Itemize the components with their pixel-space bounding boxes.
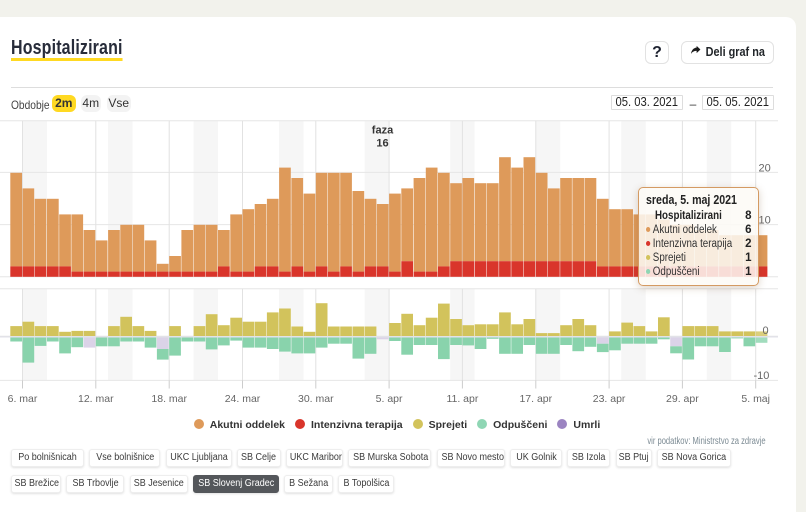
- svg-text:6. mar: 6. mar: [8, 393, 38, 405]
- svg-text:20: 20: [759, 163, 771, 175]
- svg-text:30. mar: 30. mar: [298, 393, 334, 405]
- svg-text:10: 10: [759, 215, 771, 227]
- svg-text:12. mar: 12. mar: [78, 393, 114, 405]
- svg-text:17. apr: 17. apr: [519, 393, 552, 405]
- svg-text:faza: faza: [372, 125, 394, 137]
- svg-text:11. apr: 11. apr: [446, 393, 478, 405]
- svg-text:23. apr: 23. apr: [593, 393, 626, 405]
- svg-text:0: 0: [763, 325, 769, 337]
- svg-text:-10: -10: [754, 370, 770, 382]
- svg-text:5. apr: 5. apr: [376, 393, 403, 405]
- svg-text:29. apr: 29. apr: [666, 393, 699, 405]
- svg-text:16: 16: [376, 138, 388, 150]
- svg-text:24. mar: 24. mar: [225, 393, 261, 405]
- svg-text:18. mar: 18. mar: [151, 393, 187, 405]
- svg-text:5. maj: 5. maj: [741, 393, 770, 405]
